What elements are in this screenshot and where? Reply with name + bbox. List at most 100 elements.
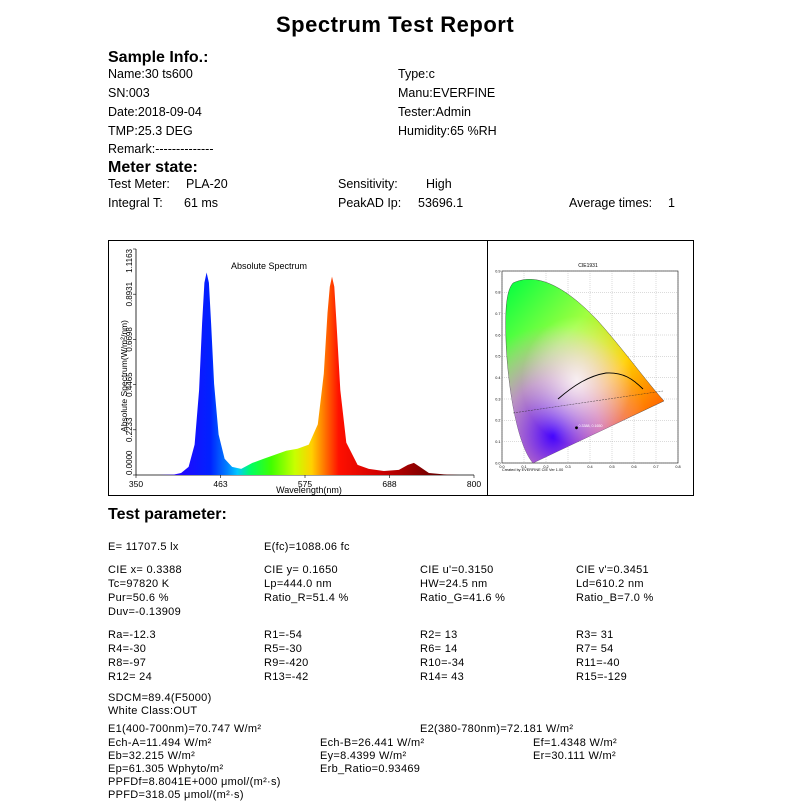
param-ratio-g: Ratio_G=41.6 % [420, 592, 506, 604]
test-parameter-heading: Test parameter: [108, 506, 227, 523]
report-title: Spectrum Test Report [276, 12, 515, 37]
cie-x-tick-label: 0.6 [631, 465, 636, 469]
param-cie-v: CIE v'=0.3451 [576, 564, 649, 576]
meter-state-heading: Meter state: [108, 159, 198, 176]
param-r12: R12= 24 [108, 671, 152, 683]
spectrum-y-tick-label: 0.2233 [125, 417, 134, 442]
param-r5: R5=-30 [264, 643, 303, 655]
param-eb: Eb=32.215 W/m² [108, 750, 196, 762]
sample-remark: Remark:-------------- [108, 142, 214, 156]
spectrum-title: Absolute Spectrum [231, 261, 307, 271]
sample-info-heading: Sample Info.: [108, 49, 209, 66]
param-ef: Ef=1.4348 W/m² [533, 737, 617, 749]
sample-sn: SN:003 [108, 86, 150, 100]
param-tc: Tc=97820 K [108, 578, 170, 590]
param-cie-u: CIE u'=0.3150 [420, 564, 494, 576]
spectrum-x-tick-label: 463 [213, 479, 227, 489]
chromaticity-point-label: 0.3388, 0.1650 [579, 424, 603, 428]
param-ech-b: Ech-B=26.441 W/m² [320, 737, 425, 749]
param-sdcm: SDCM=89.4(F5000) [108, 692, 212, 704]
param-r15: R15=-129 [576, 671, 628, 683]
param-efc: E(fc)=1088.06 fc [264, 541, 350, 553]
cie-x-tick-label: 0.2 [543, 465, 548, 469]
spectrum-y-tick-label: 1.1163 [125, 248, 134, 272]
param-r9: R9=-420 [264, 657, 309, 669]
cie-y-tick-label: 0.3 [495, 397, 500, 401]
cie-y-tick-label: 0.8 [495, 291, 500, 295]
spectrum-x-tick-label: 800 [467, 479, 481, 489]
cie-footer: Created by EVERFINE CIE Ver 1.00 [502, 468, 563, 472]
cie-x-tick-label: 0.7 [653, 465, 658, 469]
param-ech-a: Ech-A=11.494 W/m² [108, 737, 212, 749]
spectrum-y-label: Absolute Spectrum(W/m²/nm) [119, 320, 129, 432]
spectrum-chart-panel: Absolute Spectrum 350 463 575 688 800 0.0000… [108, 240, 488, 496]
spectrum-x-label: Wavelength(nm) [276, 485, 342, 495]
average-times-value: 1 [668, 196, 675, 210]
cie-y-tick-label: 0.6 [495, 333, 500, 337]
param-r8: R8=-97 [108, 657, 147, 669]
param-pur: Pur=50.6 % [108, 592, 169, 604]
param-cie-x: CIE x= 0.3388 [108, 564, 182, 576]
spectrum-series [158, 272, 459, 475]
peakad-label: PeakAD Ip: [338, 196, 402, 210]
sample-type: Type:c [398, 67, 435, 81]
cie-x-tick-label: 0.8 [675, 465, 680, 469]
spectrum-y-tick-label: 0.4465 [125, 372, 134, 397]
spectrum-y-tick-label: 0.0000 [125, 450, 134, 475]
cie-y-tick-label: 0.1 [495, 440, 500, 444]
average-times-label: Average times: [569, 196, 653, 210]
param-e2: E2(380-780nm)=72.181 W/m² [420, 723, 574, 735]
param-r10: R10=-34 [420, 657, 465, 669]
cie-x-tick-label: 0.0 [499, 465, 504, 469]
peakad-value: 53696.1 [418, 196, 464, 210]
param-ep: Ep=61.305 Wphyto/m² [108, 763, 224, 775]
cie-chart: CIE1931 0.3388, 0.1650 0.0 0.1 0.2 0.3 0.4 0.… [495, 263, 680, 472]
param-r13: R13=-42 [264, 671, 309, 683]
param-cie-y: CIE y= 0.1650 [264, 564, 338, 576]
param-lp: Lp=444.0 nm [264, 578, 332, 590]
param-r1: R1=-54 [264, 629, 303, 641]
cie-y-tick-label: 0.4 [495, 376, 500, 380]
spectrum-x-tick-label: 688 [382, 479, 396, 489]
spectrum-y-tick-label: 0.8931 [125, 281, 134, 306]
param-ra: Ra=-12.3 [108, 629, 156, 641]
cie-y-tick-label: 0.7 [495, 312, 500, 316]
integral-value: 61 ms [184, 196, 219, 210]
sample-humidity: Humidity:65 %RH [398, 124, 497, 138]
cie-white-region [505, 279, 664, 463]
test-meter-value: PLA-20 [186, 177, 228, 191]
param-ey: Ey=8.4399 W/m² [320, 750, 407, 762]
param-hw: HW=24.5 nm [420, 578, 488, 590]
integral-label: Integral T: [108, 196, 163, 210]
param-r14: R14= 43 [420, 671, 464, 683]
cie-y-tick-label: 0.0 [495, 461, 500, 465]
param-ppfdf: PPFDf=8.8041E+000 μmol/(m²·s) [108, 776, 281, 788]
sample-manu: Manu:EVERFINE [398, 86, 496, 100]
spectrum-y-tick-label: 0.6698 [125, 327, 134, 352]
cie-x-tick-label: 0.3 [565, 465, 570, 469]
cie-y-tick-label: 0.2 [495, 419, 500, 423]
planckian-locus [557, 372, 644, 400]
sample-tester: Tester:Admin [398, 105, 471, 119]
cie-x-tick-label: 0.1 [521, 465, 526, 469]
cie-chart-panel: CIE1931 0.3388, 0.1650 0.0 0.1 0.2 0.3 0.4 0.… [487, 240, 694, 496]
cie-y-tick-label: 0.5 [495, 355, 500, 359]
cie-y-tick-label: 0.9 [495, 269, 500, 273]
param-r7: R7= 54 [576, 643, 614, 655]
param-ld: Ld=610.2 nm [576, 578, 644, 590]
param-e: E= 11707.5 lx [108, 541, 179, 553]
sensitivity-value: High [426, 177, 452, 191]
measured-chromaticity-point [575, 426, 578, 430]
sample-name: Name:30 ts600 [108, 67, 193, 81]
param-e1: E1(400-700nm)=70.747 W/m² [108, 723, 262, 735]
sample-date: Date:2018-09-04 [108, 105, 202, 119]
param-erb-ratio: Erb_Ratio=0.93469 [320, 763, 421, 775]
param-ppfd: PPFD=318.05 μmol/(m²·s) [108, 789, 244, 801]
test-meter-label: Test Meter: [108, 177, 170, 191]
param-er: Er=30.111 W/m² [533, 750, 616, 762]
param-r11: R11=-40 [576, 657, 620, 669]
cct-line [512, 390, 664, 414]
param-r3: R3= 31 [576, 629, 614, 641]
spectrum-x-tick-label: 350 [129, 479, 143, 489]
param-ratio-b: Ratio_B=7.0 % [576, 592, 654, 604]
